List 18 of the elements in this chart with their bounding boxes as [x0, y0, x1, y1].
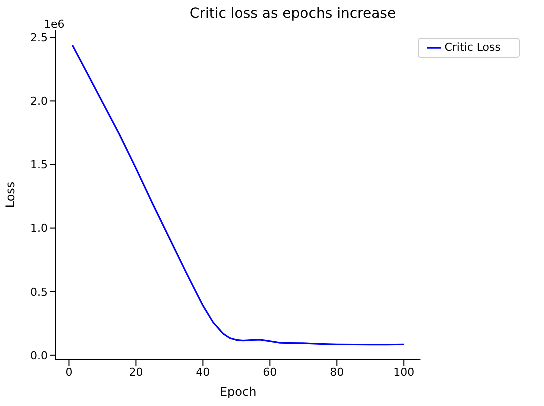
y-axis-title: Loss: [3, 182, 18, 208]
x-tick-label: 20: [129, 366, 144, 379]
y-tick-label: 1.5: [30, 158, 48, 172]
line-series: [72, 44, 405, 346]
legend-label: Critic Loss: [444, 41, 501, 54]
y-tick-label: 0.5: [30, 286, 48, 299]
y-tick-label: 0.0: [30, 349, 48, 362]
x-axis-title: Epoch: [220, 385, 257, 399]
x-tick-label: 60: [263, 366, 278, 379]
x-tick-label: 100: [394, 366, 415, 379]
y-tick-label: 2.0: [30, 95, 48, 108]
x-tick-label: 0: [66, 366, 73, 379]
x-tick-label: 80: [330, 366, 344, 379]
annotation: 1e6: [44, 18, 65, 31]
chart-title: Critic loss as epochs increase: [188, 6, 398, 22]
y-tick-label: 2.5: [30, 32, 48, 45]
x-tick-label: 40: [196, 366, 210, 379]
y-tick-label: 1.0: [30, 222, 48, 236]
